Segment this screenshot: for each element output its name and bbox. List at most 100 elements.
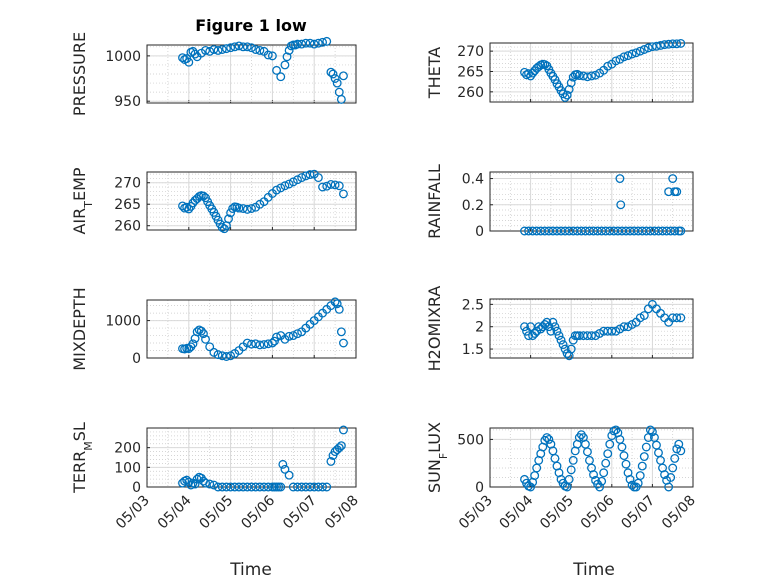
data-point — [205, 342, 215, 352]
y-tick-label: 0 — [475, 224, 484, 240]
data-point — [186, 480, 196, 490]
data-point — [284, 331, 294, 341]
data-point — [255, 482, 265, 492]
data-point — [272, 332, 282, 342]
data-point — [190, 49, 200, 59]
data-point — [270, 336, 279, 346]
data-point — [242, 482, 252, 492]
data-point — [554, 331, 564, 341]
data-point — [587, 331, 596, 341]
data-point — [635, 46, 645, 56]
data-point — [558, 340, 568, 350]
plot-frame — [146, 44, 357, 104]
data-point — [668, 174, 678, 184]
data-point — [234, 482, 244, 492]
data-point — [524, 331, 534, 341]
data-point — [293, 482, 302, 492]
data-point — [326, 180, 336, 189]
data-point — [548, 317, 558, 327]
subplot-6: 1.5 2 2.5 H2OMIXRA — [425, 286, 694, 371]
data-point — [334, 181, 344, 191]
data-point — [217, 351, 227, 361]
data-point — [566, 78, 576, 88]
data-point — [542, 433, 552, 442]
y-axis-label: THETA — [425, 47, 444, 99]
data-point — [647, 42, 657, 52]
y-axis-label: SUNFLUX — [425, 422, 450, 493]
x-tick-label: 05/03 — [113, 493, 153, 533]
data-point — [336, 94, 346, 104]
y-tick-label: 500 — [457, 432, 484, 448]
data-point — [293, 329, 302, 339]
subplot-2: 260 265 270 THETA — [425, 38, 694, 103]
data-point — [282, 52, 292, 62]
data-point — [196, 326, 206, 336]
data-point — [334, 443, 344, 453]
data-point — [676, 38, 686, 48]
data-point — [284, 45, 294, 55]
y-tick-label: 1000 — [105, 314, 141, 330]
data-point — [192, 474, 202, 484]
data-point — [305, 482, 315, 492]
x-axis-label-right: Time — [572, 560, 615, 580]
data-point — [221, 352, 231, 361]
data-point — [672, 187, 682, 197]
data-point — [534, 322, 544, 332]
data-point — [322, 36, 332, 46]
data-point — [276, 482, 286, 492]
data-point — [542, 317, 552, 327]
data-point — [328, 69, 338, 79]
data-point — [234, 203, 244, 213]
data-point — [670, 454, 680, 463]
data-point — [288, 177, 298, 187]
data-point — [616, 200, 626, 210]
data-point — [603, 449, 613, 459]
y-tick-label: 0 — [132, 480, 141, 496]
data-point — [209, 347, 219, 357]
data-point — [627, 480, 637, 490]
data-point — [217, 482, 227, 492]
data-point — [297, 173, 307, 183]
data-point — [621, 459, 631, 469]
data-point — [276, 72, 286, 82]
data-point — [234, 41, 244, 51]
data-point — [625, 474, 635, 484]
data-point — [228, 204, 238, 213]
data-point — [520, 322, 529, 332]
data-point — [668, 463, 678, 473]
data-point — [639, 45, 649, 54]
data-point — [238, 482, 248, 492]
data-point — [574, 71, 584, 81]
data-point — [213, 45, 223, 55]
data-point — [226, 351, 236, 361]
data-point — [617, 442, 627, 452]
data-point — [566, 465, 576, 475]
data-point — [217, 222, 227, 232]
data-point — [587, 71, 596, 81]
data-point — [326, 67, 336, 77]
subplot-4: 0 0.2 0.4 RAINFALL — [425, 164, 694, 240]
data-point — [205, 479, 215, 489]
data-point — [607, 326, 617, 336]
y-tick-label: 265 — [114, 197, 141, 213]
data-point — [301, 482, 311, 492]
data-point — [226, 208, 236, 218]
y-axis-label: TERRMSL — [70, 422, 95, 494]
data-point — [272, 65, 282, 75]
data-point — [309, 482, 319, 492]
data-point — [635, 471, 645, 481]
data-point — [601, 458, 611, 468]
plot-frame — [146, 299, 357, 359]
data-point — [263, 50, 273, 60]
data-point — [656, 40, 665, 50]
data-point — [647, 427, 657, 437]
y-tick-label: 0 — [132, 351, 141, 367]
data-point — [201, 478, 210, 488]
data-point — [336, 327, 346, 337]
data-point — [672, 39, 682, 49]
data-point — [267, 338, 277, 348]
data-point — [582, 72, 592, 82]
data-point — [318, 482, 328, 492]
x-tick-label: 05/08 — [659, 493, 699, 533]
data-point — [589, 470, 598, 480]
